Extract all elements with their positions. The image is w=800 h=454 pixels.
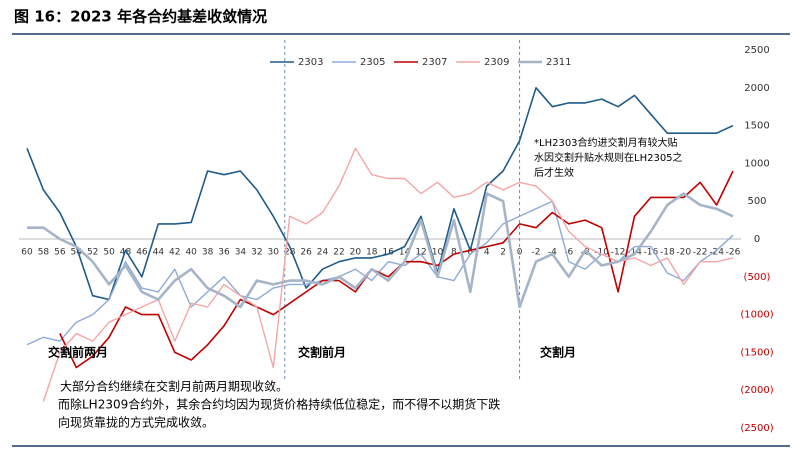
period-label: 交割前月 [298,345,346,360]
x-tick-label: 6 [467,248,473,258]
x-tick-label: -26 [726,248,741,258]
chart-title: 图 16：2023 年各合约基差收敛情况 [14,8,267,26]
x-tick-label: 40 [185,248,197,258]
annotation: *LH2303合约进交割月有较大贴 [534,136,678,149]
y-tick-label: 1000 [744,158,769,169]
x-tick-label: -16 [644,248,659,258]
x-tick-label: 30 [268,248,280,258]
annotation: 水因交割升贴水规则在LH2305之 [534,151,683,164]
x-tick-label: -12 [611,248,626,258]
x-tick-label: -6 [564,248,573,258]
x-tick-label: 48 [120,248,132,258]
x-tick-label: -18 [660,248,675,258]
period-label: 交割前两月 [48,345,108,360]
note-line: 大部分合约继续在交割月前两月期现收敛。 [60,379,288,394]
y-tick-label: 1500 [744,121,769,132]
x-tick-label: 24 [317,248,329,258]
x-tick-label: 14 [399,248,411,258]
period-label: 交割月 [540,345,576,360]
series-line [42,147,734,402]
x-tick-label: 4 [484,248,490,258]
x-tick-label: 36 [218,248,230,258]
x-tick-label: 8 [451,248,457,258]
x-tick-label: 46 [136,248,148,258]
x-tick-label: 58 [38,248,50,258]
x-tick-label: 12 [415,248,426,258]
x-tick-label: 32 [251,248,262,258]
legend-label: 2307 [422,57,447,68]
x-tick-label: -24 [709,248,724,258]
x-tick-label: 28 [284,248,296,258]
x-tick-label: 18 [366,248,378,258]
x-tick-label: 38 [202,248,214,258]
x-tick-label: 10 [432,248,444,258]
x-tick-label: 60 [21,248,33,258]
y-tick-label: (1000) [740,310,773,321]
legend-label: 2303 [298,57,323,68]
y-tick-label: 2500 [744,45,769,56]
x-tick-label: 16 [382,248,394,258]
note-line: 向现货靠拢的方式完成收敛。 [58,415,214,430]
x-tick-label: 34 [235,248,247,258]
y-tick-label: 0 [754,234,760,245]
legend-label: 2305 [360,57,385,68]
series-line [26,87,734,301]
x-tick-label: -22 [693,248,708,258]
y-tick-label: (500) [744,272,771,283]
y-tick-label: 2000 [744,83,769,94]
x-tick-label: 50 [103,248,115,258]
x-tick-label: -20 [676,248,691,258]
x-tick-label: 20 [350,248,362,258]
x-tick-label: 54 [71,248,83,258]
annotation: 后才生效 [534,166,574,179]
y-tick-label: (2000) [740,385,773,396]
x-tick-label: -10 [594,248,609,258]
x-tick-label: 26 [300,248,312,258]
series-line [27,192,734,309]
x-tick-label: 22 [333,248,344,258]
x-tick-label: 42 [169,248,180,258]
y-tick-label: (1500) [740,347,773,358]
y-tick-label: (2500) [740,423,773,434]
x-tick-label: 56 [54,248,66,258]
x-tick-label: 52 [87,248,98,258]
x-tick-label: 2 [500,248,506,258]
x-tick-label: 44 [153,248,165,258]
legend-label: 2311 [546,57,571,68]
y-tick-label: 500 [747,196,766,207]
note-line: 而除LH2309合约外，其余合约均因为现货价格持续低位稳定，而不得不以期货下跌 [58,397,500,412]
x-tick-label: -4 [548,248,557,258]
legend-label: 2309 [484,57,509,68]
x-tick-label: -2 [531,248,540,258]
